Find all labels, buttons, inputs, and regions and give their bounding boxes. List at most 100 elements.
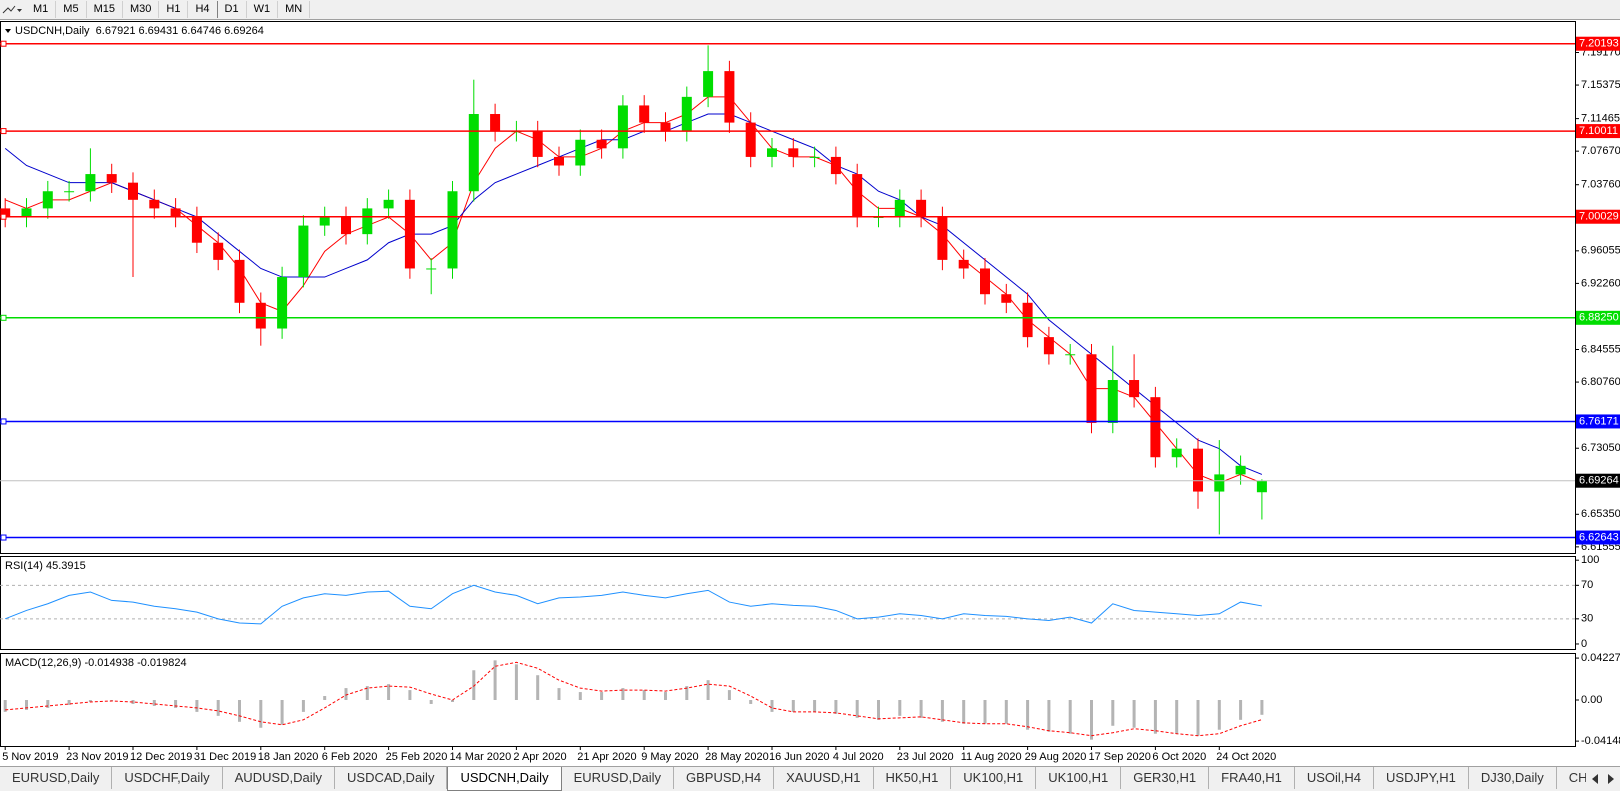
histogram-bar [600,692,604,700]
histogram-bar [642,690,646,700]
histogram-bar [791,699,795,712]
panel-frame [0,556,1576,650]
chart-tab[interactable]: UK100,H1 [1036,767,1122,789]
level-label-box [1576,36,1620,51]
histogram-bar [1175,699,1179,734]
chart-tab[interactable]: USDCHF,Daily [112,767,223,789]
chart-tab[interactable]: FRA40,H1 [1209,767,1295,789]
x-tick-label: 11 Aug 2020 [961,751,1022,763]
candle-body [191,216,202,243]
timeframe-button[interactable]: W1 [247,1,279,18]
histogram-bar [344,688,348,700]
histogram-bar [1090,699,1093,740]
histogram-bar [1132,699,1136,728]
histogram-bar [387,684,391,700]
chart-tab[interactable]: GER30,H1 [1121,767,1210,789]
candle-body [1043,337,1054,355]
chart-tool-icon[interactable] [0,1,26,18]
timeframe-button[interactable]: D1 [218,1,247,18]
candle-body [809,156,820,158]
y-tick-label: 6.73050 [1581,442,1620,454]
x-tick-label: 6 Oct 2020 [1152,751,1206,763]
chart-tab[interactable]: USOil,H4 [1295,767,1375,789]
histogram-bar [1153,699,1157,734]
histogram-bar [131,699,135,704]
histogram-bar [174,699,178,708]
histogram-bar [152,699,156,706]
timeframe-button[interactable]: M15 [87,1,123,18]
level-label-box [1576,124,1620,139]
chart-tab[interactable]: USDCNH,Daily [447,767,562,791]
chart-tab[interactable]: CHINA300,H1 [1557,767,1586,789]
candle-body [937,216,948,260]
tab-scroll-arrows[interactable] [1586,768,1620,790]
candle-body [788,148,799,157]
x-tick-label: 23 Jul 2020 [897,751,954,763]
candle-body [894,199,905,217]
timeframe-button[interactable]: M1 [26,1,57,18]
timeframe-button[interactable]: MN [278,1,311,18]
candle-body [1129,380,1140,398]
level-label-box [1576,310,1620,325]
chart-tab[interactable]: DJ30,Daily [1469,767,1557,789]
timeframe-button[interactable]: M5 [56,1,87,18]
x-tick-label: 6 Feb 2020 [322,751,378,763]
candle-body [149,199,160,209]
level-handle [0,418,7,425]
level-label: 6.88250 [1579,312,1619,324]
candle-body [1065,354,1076,356]
panel-title: USDCNH,Daily 6.67921 6.69431 6.64746 6.6… [15,25,264,37]
histogram-bar [301,699,305,712]
histogram-bar [1239,699,1243,720]
chart-tab[interactable]: XAUUSD,H1 [774,767,874,789]
x-tick-label: 25 Feb 2020 [386,751,448,763]
candle-body [554,156,564,166]
candle-body [64,191,75,193]
candle-body [617,105,628,149]
histogram-bar [855,699,859,718]
histogram-bar [110,699,114,701]
y-tick-label: 100 [1581,554,1599,566]
histogram-bar [536,675,540,700]
y-tick-label: 30 [1581,613,1593,625]
chart-tab[interactable]: AUDUSD,Daily [223,767,336,789]
y-tick-label: 70 [1581,579,1593,591]
candle-body [277,277,288,329]
y-tick-label: 7.11465 [1581,113,1620,125]
timeframe-button[interactable]: M30 [123,1,160,18]
candle-body [1086,354,1097,423]
chart-tab[interactable]: UK100,H1 [951,767,1037,789]
tab-list: EURUSD,Daily USDCHF,Daily AUDUSD,Daily USDC… [0,767,1586,791]
chart-tab[interactable]: USDCAD,Daily [335,767,448,789]
chart-tab[interactable]: EURUSD,Daily [562,767,674,789]
level-handle [0,314,7,321]
candle-body [341,216,351,235]
x-tick-label: 17 Sep 2020 [1089,751,1151,763]
chart-tab[interactable]: EURUSD,Daily [0,767,113,789]
chart-tab[interactable]: HK50,H1 [874,767,952,789]
histogram-bar [408,690,412,700]
histogram-bar [46,699,50,708]
histogram-bar [323,696,327,700]
histogram-bar [557,688,561,700]
candle-body [958,259,969,269]
histogram-bar [25,699,28,710]
histogram-bar [195,699,199,712]
histogram-bar [1217,699,1221,730]
level-label-box [1576,414,1620,429]
histogram-bar [1111,699,1115,726]
x-tick-label: 2 Apr 2020 [513,751,566,763]
candle-body [596,139,607,149]
candle-body [575,139,586,166]
timeframe-button[interactable]: H4 [188,1,218,18]
timeframe-button[interactable]: H1 [159,1,189,18]
chart-tab[interactable]: GBPUSD,H4 [674,767,775,789]
candle-body [980,268,990,295]
level-handle [0,213,7,220]
candle-body [404,199,415,269]
panel-title: MACD(12,26,9) -0.014938 -0.019824 [5,657,187,669]
level-label: 7.20193 [1579,38,1619,50]
chart-tab[interactable]: USDJPY,H1 [1374,767,1469,789]
candle-body [426,268,437,270]
